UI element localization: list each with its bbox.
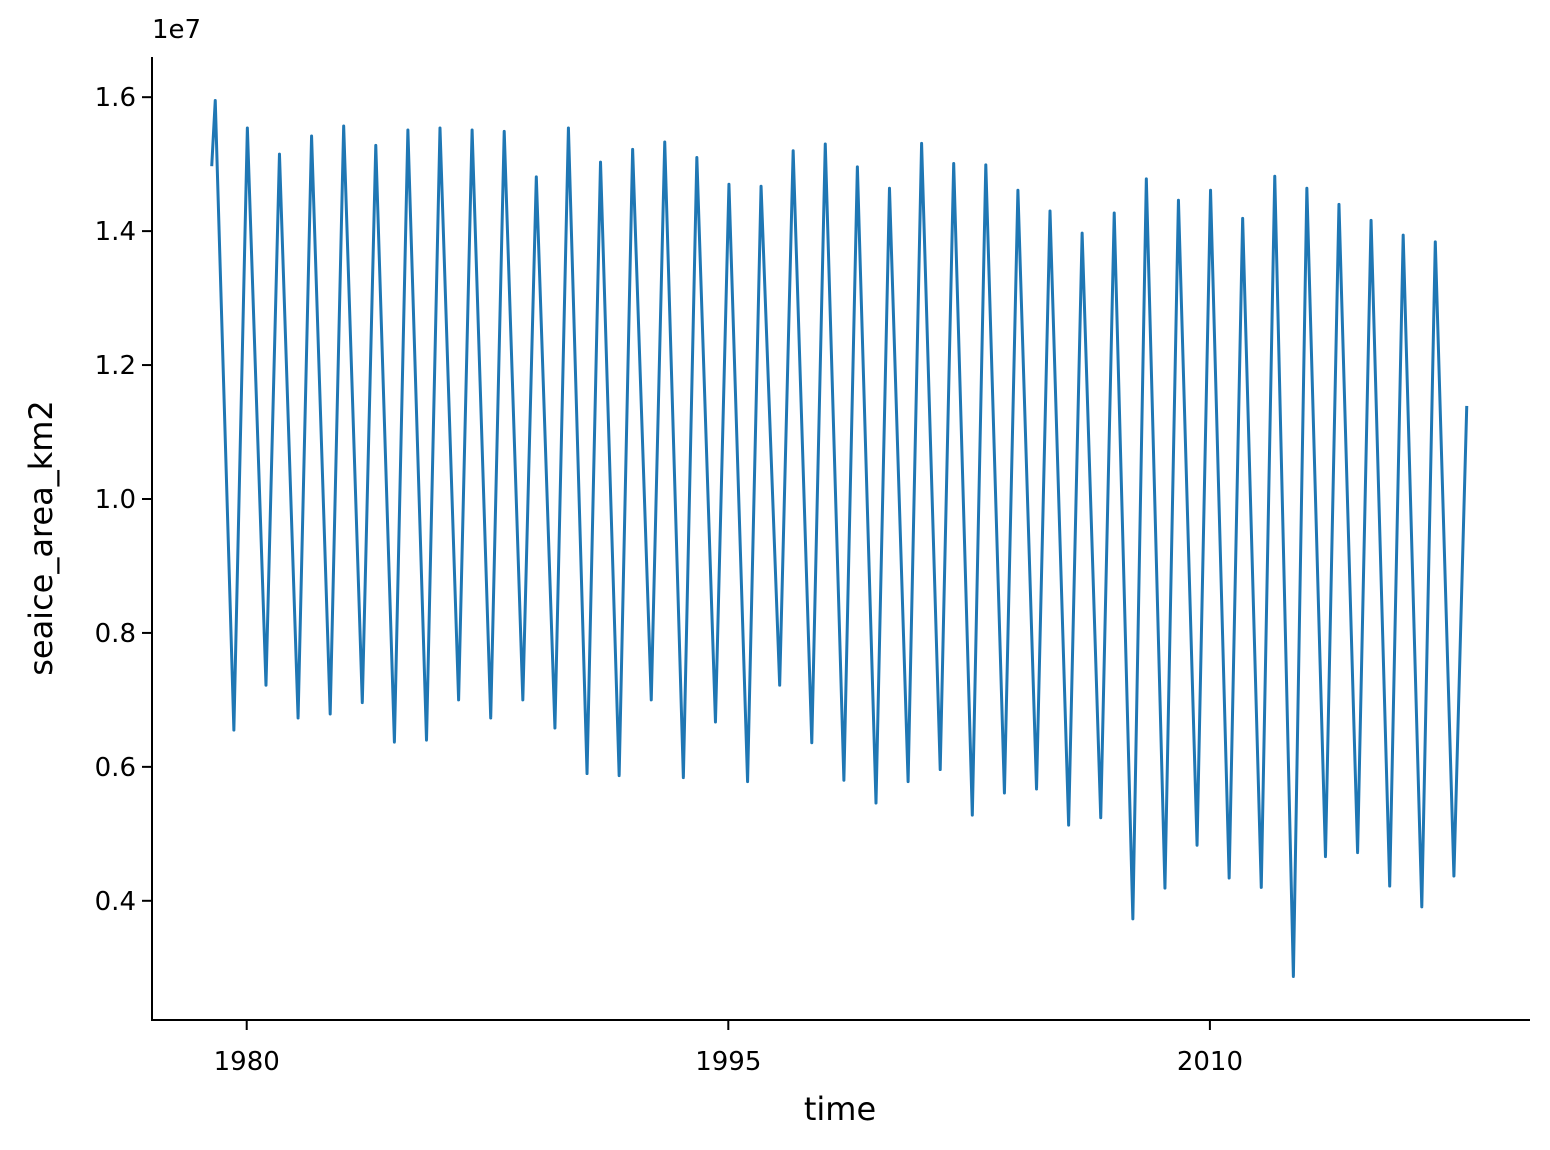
y-tick-label: 0.6 bbox=[95, 753, 136, 783]
y-tick-label: 1.2 bbox=[95, 351, 136, 381]
x-axis-label: time bbox=[804, 1090, 876, 1128]
y-offset-label: 1e7 bbox=[152, 15, 201, 45]
x-tick-label: 1995 bbox=[695, 1047, 761, 1077]
y-tick-label: 1.4 bbox=[95, 217, 136, 247]
y-tick-label: 0.8 bbox=[95, 619, 136, 649]
y-tick-label: 1.6 bbox=[95, 83, 136, 113]
y-axis-label: seaice_area_km2 bbox=[22, 400, 60, 676]
y-tick-label: 0.4 bbox=[95, 887, 136, 917]
x-tick-label: 1980 bbox=[214, 1047, 280, 1077]
y-tick-label: 1.0 bbox=[95, 485, 136, 515]
x-tick-label: 2010 bbox=[1177, 1047, 1243, 1077]
data-line bbox=[210, 99, 1469, 978]
